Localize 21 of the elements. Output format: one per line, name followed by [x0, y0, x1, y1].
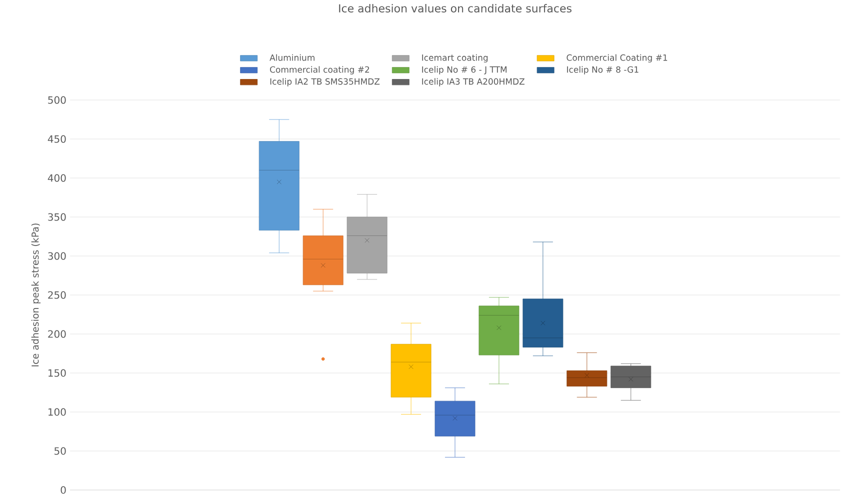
legend-label: Icelip No # 6 - J TTM [422, 66, 507, 74]
y-tick-label: 150 [48, 369, 66, 377]
chart-title: Ice adhesion values on candidate surfaces [339, 4, 572, 13]
legend-label: Commercial coating #2 [270, 66, 370, 74]
y-tick-label: 50 [54, 447, 66, 455]
y-tick-label: 500 [48, 96, 66, 104]
y-tick-label: 300 [48, 252, 66, 260]
legend-label: Icelip No # 8 -G1 [567, 66, 638, 74]
y-tick-label: 200 [48, 330, 66, 338]
y-tick-label: 0 [60, 486, 66, 494]
y-axis-title: Ice adhesion peak stress (kPa) [31, 224, 41, 366]
y-tick-label: 400 [48, 174, 66, 182]
y-tick-label: 250 [48, 291, 66, 299]
legend-label: Commercial Coating #1 [566, 54, 668, 62]
legend-label: Aluminium [270, 54, 314, 61]
y-tick-label: 100 [48, 408, 66, 416]
y-tick-label: 450 [48, 135, 66, 143]
y-tick-label: 350 [48, 213, 66, 221]
legend-label: Icelip IA2 TB SMS35HMDZ [270, 78, 380, 86]
legend-label: Icelip IA3 TB A200HMDZ [422, 78, 524, 86]
legend-label: Icemart coating [422, 54, 488, 62]
